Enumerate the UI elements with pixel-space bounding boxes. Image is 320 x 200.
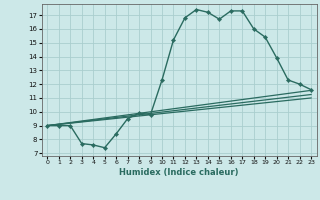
X-axis label: Humidex (Indice chaleur): Humidex (Indice chaleur) <box>119 168 239 177</box>
